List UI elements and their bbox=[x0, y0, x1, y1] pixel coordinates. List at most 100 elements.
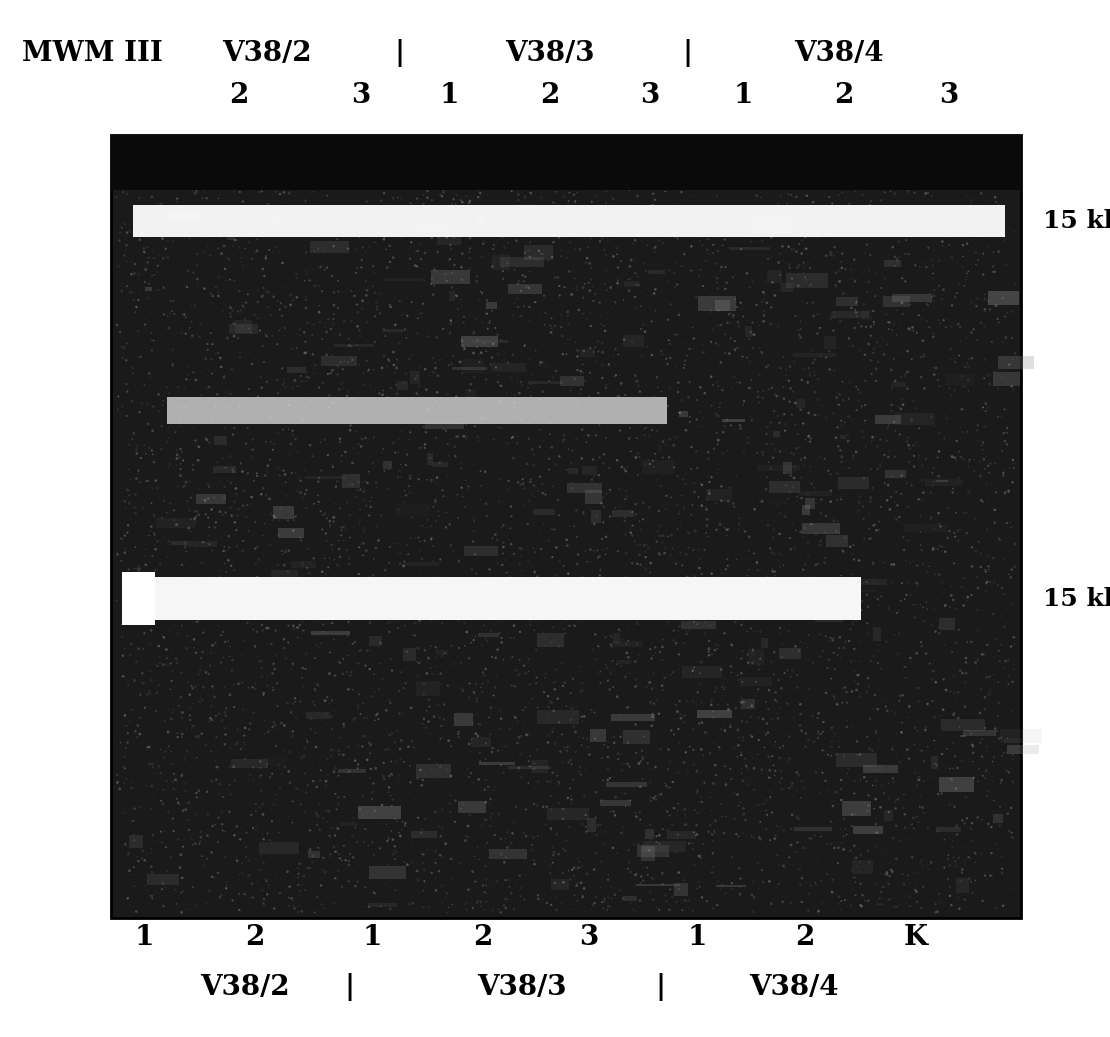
Point bbox=[668, 151, 686, 168]
Point bbox=[130, 572, 148, 589]
Point bbox=[766, 287, 784, 304]
Point bbox=[472, 463, 490, 479]
Point bbox=[836, 515, 854, 532]
Point bbox=[402, 405, 420, 422]
Point bbox=[997, 682, 1015, 699]
Point bbox=[125, 832, 143, 848]
Point bbox=[424, 538, 442, 555]
Point bbox=[275, 185, 293, 201]
Point bbox=[353, 301, 371, 317]
Point bbox=[346, 752, 364, 768]
Point bbox=[788, 189, 806, 205]
Point bbox=[757, 580, 775, 596]
Point bbox=[287, 469, 305, 485]
Point bbox=[664, 854, 682, 871]
Point bbox=[818, 782, 836, 798]
Point bbox=[154, 470, 172, 486]
Point bbox=[317, 526, 335, 542]
Point bbox=[118, 224, 135, 241]
Point bbox=[208, 772, 225, 788]
Point bbox=[663, 489, 680, 506]
Point bbox=[181, 502, 199, 518]
Point bbox=[253, 137, 271, 153]
Point bbox=[583, 272, 601, 288]
Point bbox=[311, 821, 329, 838]
Point bbox=[921, 144, 939, 161]
Point bbox=[121, 223, 139, 240]
Point bbox=[831, 313, 849, 330]
Point bbox=[907, 257, 925, 274]
Point bbox=[987, 899, 1005, 916]
Point bbox=[296, 193, 314, 209]
Point bbox=[586, 188, 604, 204]
Point bbox=[929, 903, 947, 920]
Point bbox=[430, 367, 447, 384]
Point bbox=[851, 847, 869, 864]
Point bbox=[426, 854, 444, 871]
Point bbox=[438, 576, 456, 592]
Point bbox=[280, 542, 297, 559]
Point bbox=[961, 820, 979, 837]
Point bbox=[860, 211, 878, 227]
Point bbox=[676, 475, 694, 492]
Point bbox=[818, 155, 836, 171]
Point bbox=[885, 890, 902, 906]
Point bbox=[668, 581, 686, 597]
Point bbox=[215, 736, 233, 753]
Point bbox=[642, 816, 659, 833]
Point bbox=[944, 859, 961, 875]
Point bbox=[616, 509, 634, 526]
Point bbox=[992, 637, 1010, 653]
Point bbox=[202, 427, 220, 444]
Point bbox=[697, 501, 715, 517]
Point bbox=[216, 823, 234, 840]
Point bbox=[601, 769, 618, 786]
Point bbox=[119, 253, 137, 270]
Point bbox=[987, 720, 1005, 736]
Point bbox=[282, 286, 300, 303]
Point bbox=[750, 732, 768, 749]
Point bbox=[164, 810, 182, 826]
Point bbox=[980, 772, 998, 788]
Point bbox=[673, 184, 690, 200]
Point bbox=[164, 774, 182, 790]
Point bbox=[744, 645, 761, 662]
Point bbox=[155, 656, 173, 673]
Point bbox=[970, 840, 988, 857]
Point bbox=[218, 147, 235, 164]
Point bbox=[653, 160, 670, 176]
Point bbox=[807, 228, 825, 245]
Bar bbox=[895, 413, 936, 425]
Point bbox=[607, 397, 625, 414]
Point bbox=[754, 572, 771, 589]
Point bbox=[420, 713, 437, 730]
Point bbox=[703, 864, 720, 880]
Point bbox=[718, 551, 736, 567]
Point bbox=[494, 447, 512, 464]
Point bbox=[668, 468, 686, 484]
Point bbox=[599, 749, 617, 765]
Point bbox=[140, 527, 158, 543]
Point bbox=[266, 230, 284, 247]
Point bbox=[339, 311, 356, 328]
Point bbox=[466, 180, 484, 197]
Point bbox=[210, 284, 228, 301]
Point bbox=[602, 898, 619, 915]
Point bbox=[673, 487, 690, 504]
Point bbox=[336, 596, 354, 613]
Point bbox=[882, 397, 900, 414]
Point bbox=[233, 674, 251, 691]
Point bbox=[118, 335, 135, 352]
Point bbox=[930, 153, 948, 170]
Point bbox=[597, 376, 615, 393]
Point bbox=[597, 306, 615, 323]
Point bbox=[283, 830, 301, 846]
Point bbox=[527, 675, 545, 692]
Point bbox=[716, 718, 734, 734]
Point bbox=[559, 565, 577, 582]
Point bbox=[467, 726, 485, 742]
Point bbox=[173, 870, 191, 887]
Point bbox=[575, 342, 593, 359]
Point bbox=[867, 778, 885, 794]
Point bbox=[906, 574, 924, 591]
